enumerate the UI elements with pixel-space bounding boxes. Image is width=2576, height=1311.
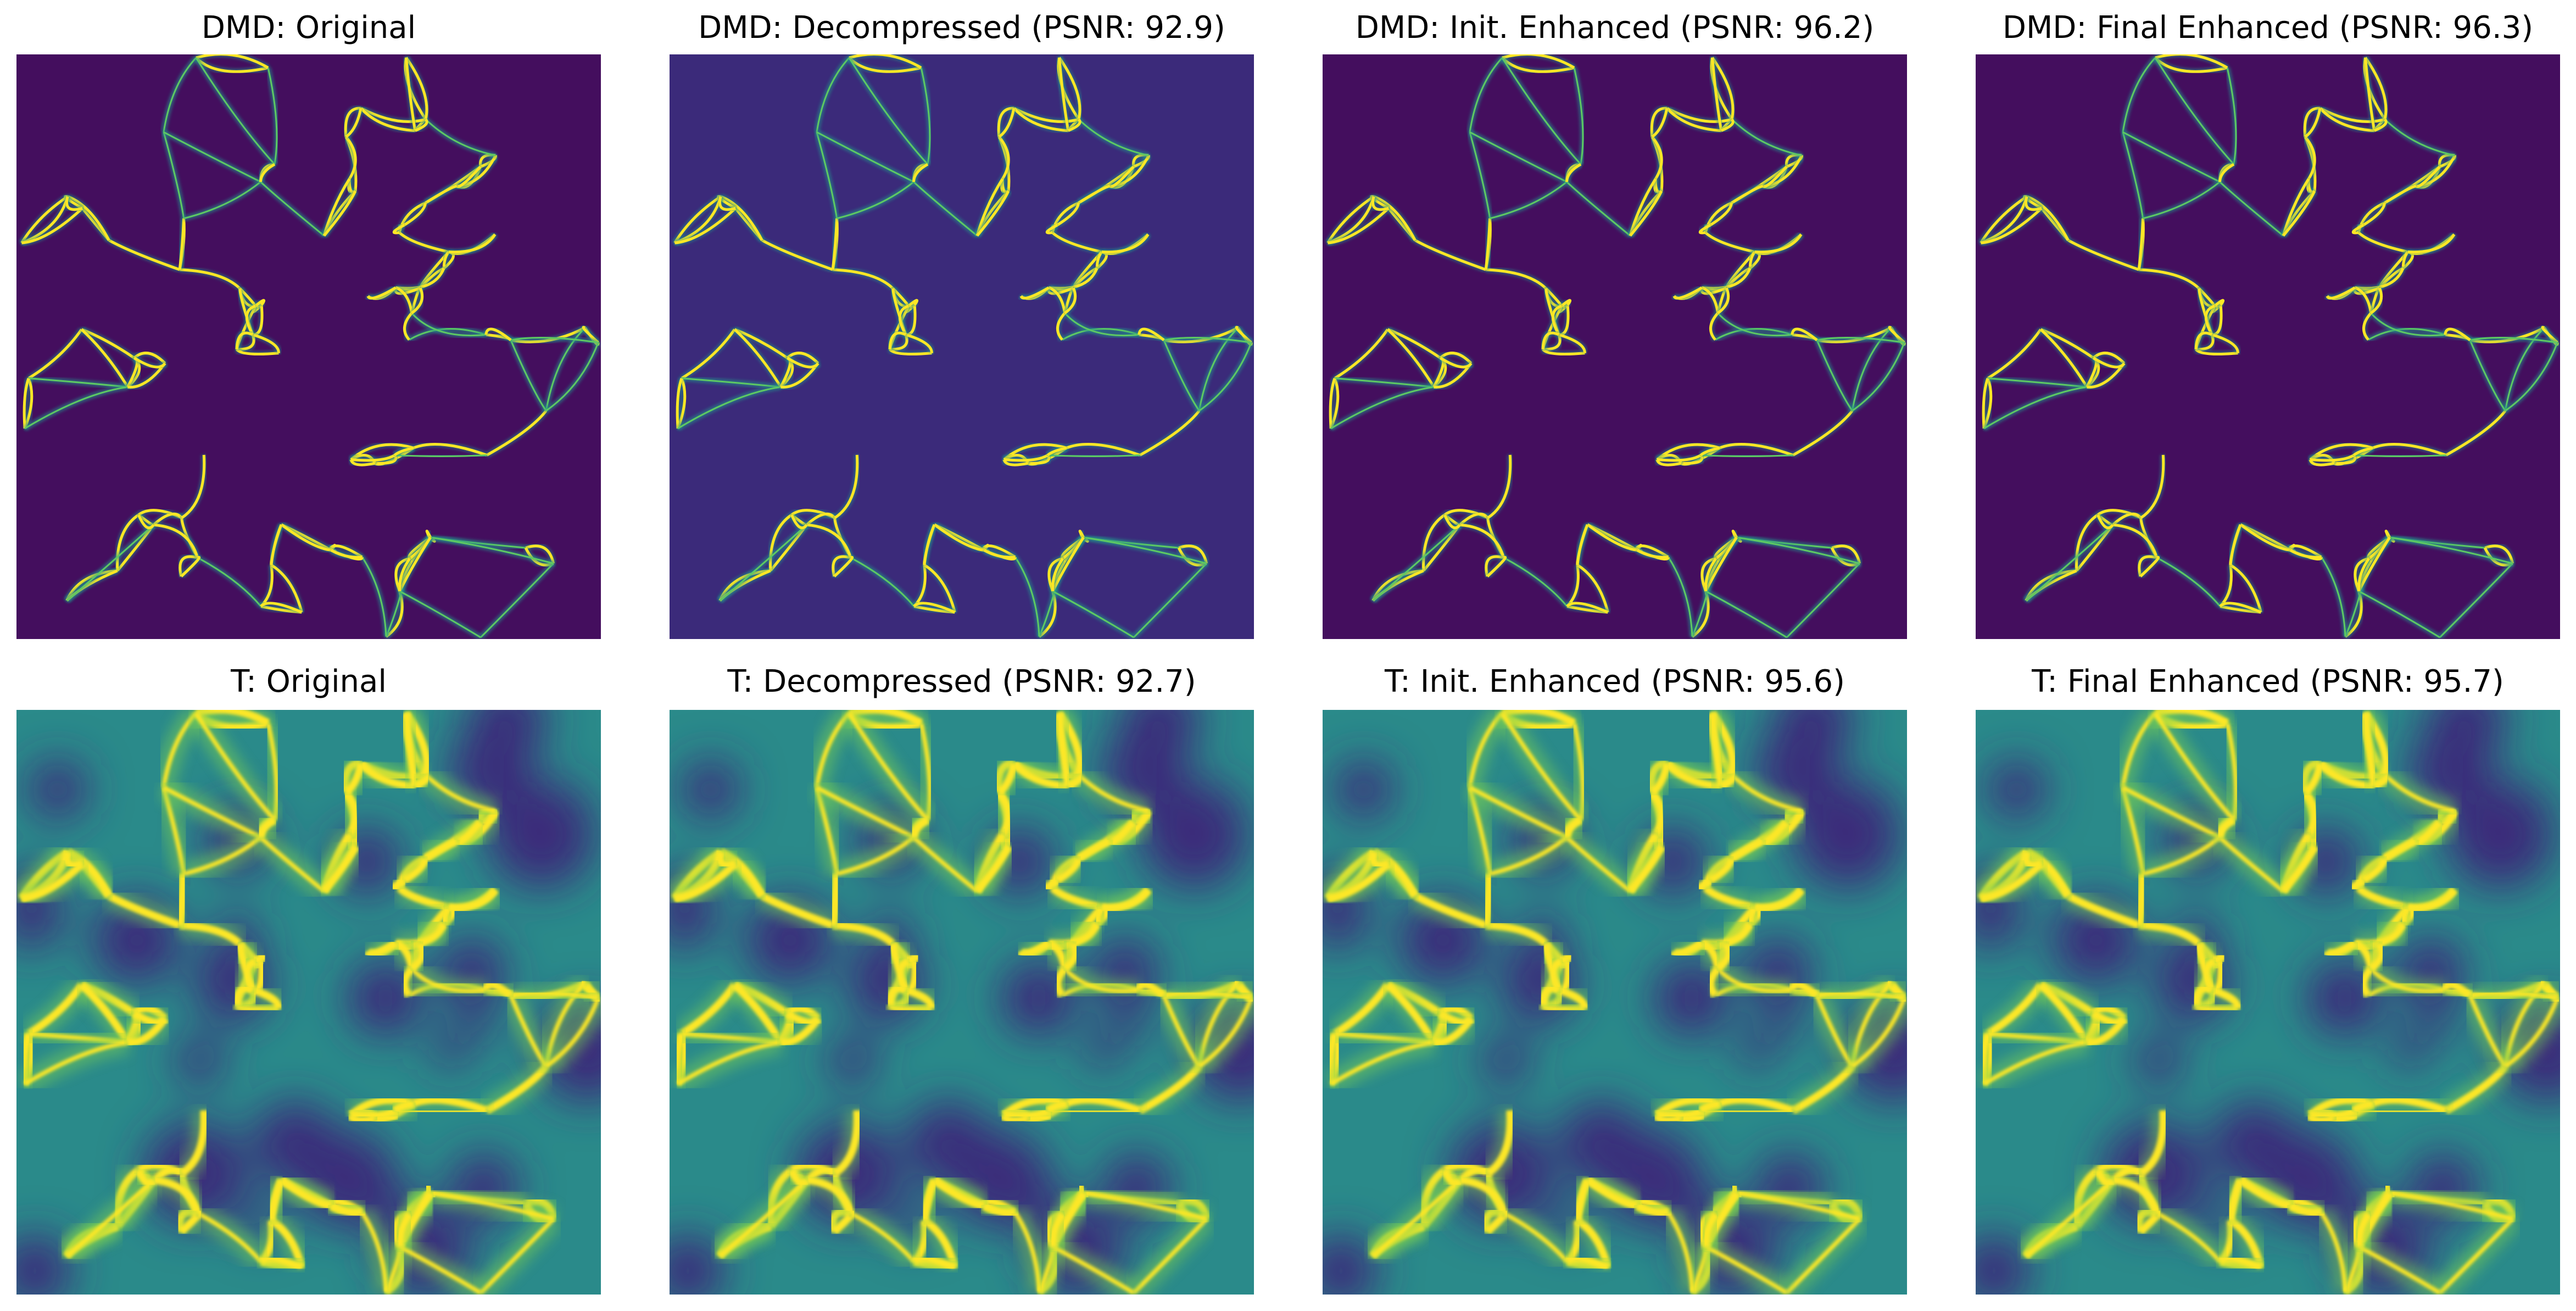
void (549, 785, 583, 819)
void (2446, 819, 2494, 866)
panel-title: DMD: Original (202, 10, 416, 46)
void (1323, 1235, 1378, 1295)
panel-image (670, 54, 1254, 639)
void (1767, 1005, 1801, 1039)
void (2508, 785, 2542, 819)
void (176, 1037, 224, 1085)
void (1987, 760, 2046, 819)
panel-title: T: Final Enhanced (PSNR: 95.7) (2031, 664, 2504, 699)
void (1855, 785, 1889, 819)
panel-title: DMD: Decompressed (PSNR: 92.9) (698, 10, 1225, 46)
panel-title: T: Decompressed (PSNR: 92.7) (727, 664, 1196, 699)
panel-title: DMD: Init. Enhanced (PSNR: 96.2) (1356, 10, 1875, 46)
panel-image (670, 710, 1254, 1295)
void (1737, 1031, 1774, 1068)
panel-title: T: Original (230, 664, 387, 699)
void (681, 760, 740, 819)
panel-image (16, 54, 601, 639)
panel-image (1323, 54, 1907, 639)
panel-title: T: Init. Enhanced (PSNR: 95.6) (1384, 664, 1845, 699)
void (1140, 819, 1187, 866)
void (28, 760, 87, 819)
panel-image (1976, 710, 2560, 1295)
void (1482, 1037, 1530, 1085)
panel-image (1976, 54, 2560, 639)
void (16, 1235, 71, 1295)
void (1084, 1031, 1121, 1068)
panel-image (1323, 710, 1907, 1295)
void (670, 1235, 724, 1295)
void (1202, 785, 1236, 819)
panel-image (16, 710, 601, 1295)
void (461, 1005, 495, 1039)
void (1114, 1005, 1148, 1039)
void (2135, 1037, 2183, 1085)
void (1976, 1235, 2031, 1295)
void (2390, 1031, 2427, 1068)
void (2420, 1005, 2454, 1039)
void (487, 819, 534, 866)
void (1334, 760, 1393, 819)
void (829, 1037, 877, 1085)
panel-title: DMD: Final Enhanced (PSNR: 96.3) (2003, 10, 2533, 46)
void (1793, 819, 1841, 866)
void (431, 1031, 468, 1068)
